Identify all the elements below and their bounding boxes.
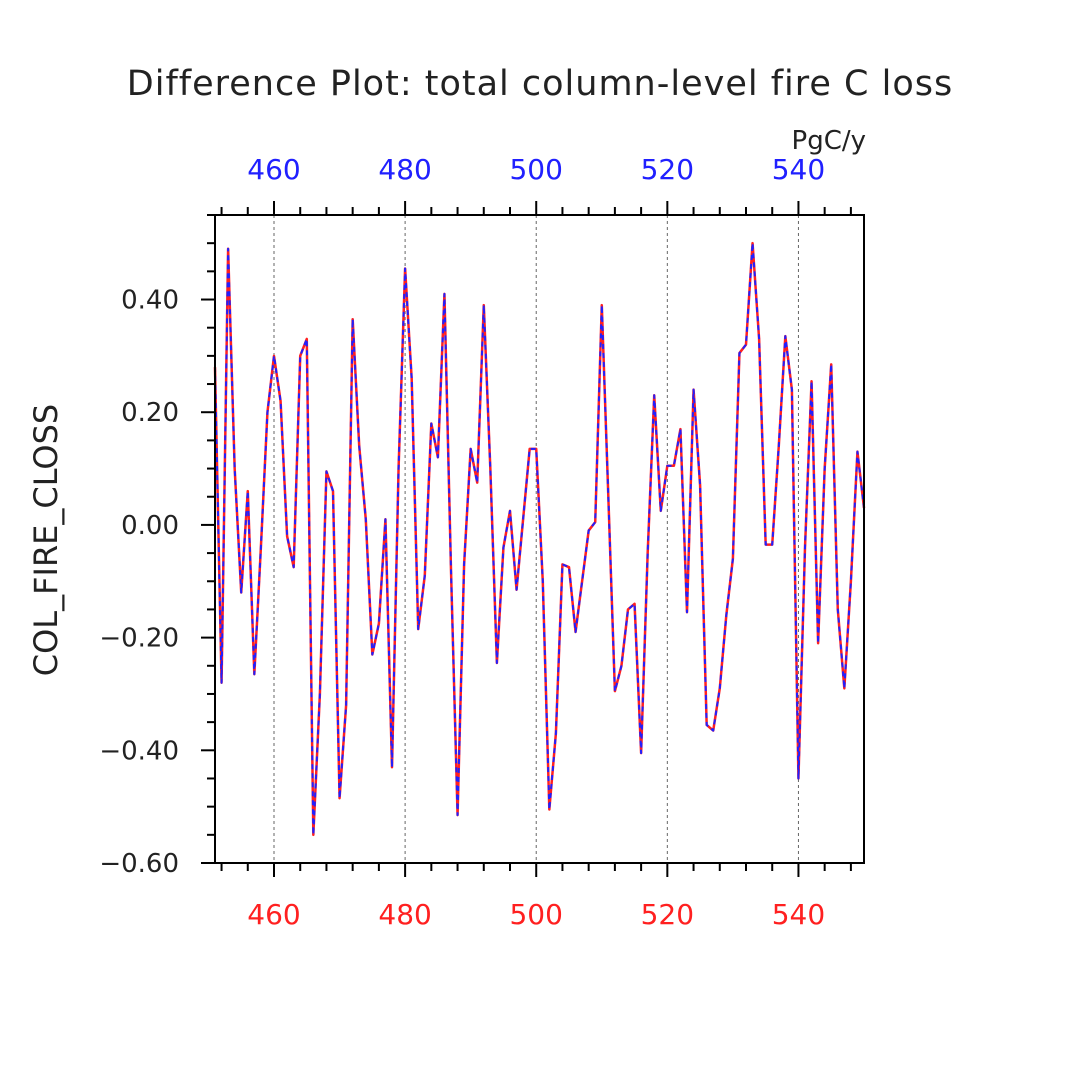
data-series [213,241,866,837]
x-tick-label-top: 480 [378,153,431,186]
series-line-2 [214,242,865,836]
x-tick-label-bottom: 540 [772,898,825,931]
axis-ticks [201,201,852,877]
x-tick-label-top: 540 [772,153,825,186]
y-tick-label: 0.40 [121,286,179,316]
y-tick-label: 0.20 [121,398,179,428]
grid-lines [273,215,799,863]
x-tick-label-top: 500 [509,153,562,186]
y-tick-label: 0.00 [121,511,179,541]
x-tick-label-bottom: 520 [641,898,694,931]
chart-title: Difference Plot: total column-level fire… [127,64,953,104]
x-tick-label-top: 460 [247,153,300,186]
y-tick-label: −0.40 [99,736,179,766]
y-tick-label: −0.60 [99,849,179,879]
units-label: PgC/y [792,126,866,156]
plot-frame [214,214,865,864]
series-line-1 [213,241,866,837]
x-tick-label-bottom: 460 [247,898,300,931]
x-tick-label-bottom: 500 [509,898,562,931]
y-tick-label: −0.20 [99,624,179,654]
x-tick-label-top: 520 [641,153,694,186]
x-tick-label-bottom: 480 [378,898,431,931]
tick-labels: 460 460 480 480 500 500 520 520 540 540 0.40 0.20 0.… [99,153,825,931]
y-axis-label: COL_FIRE_CLOSS [27,404,65,677]
